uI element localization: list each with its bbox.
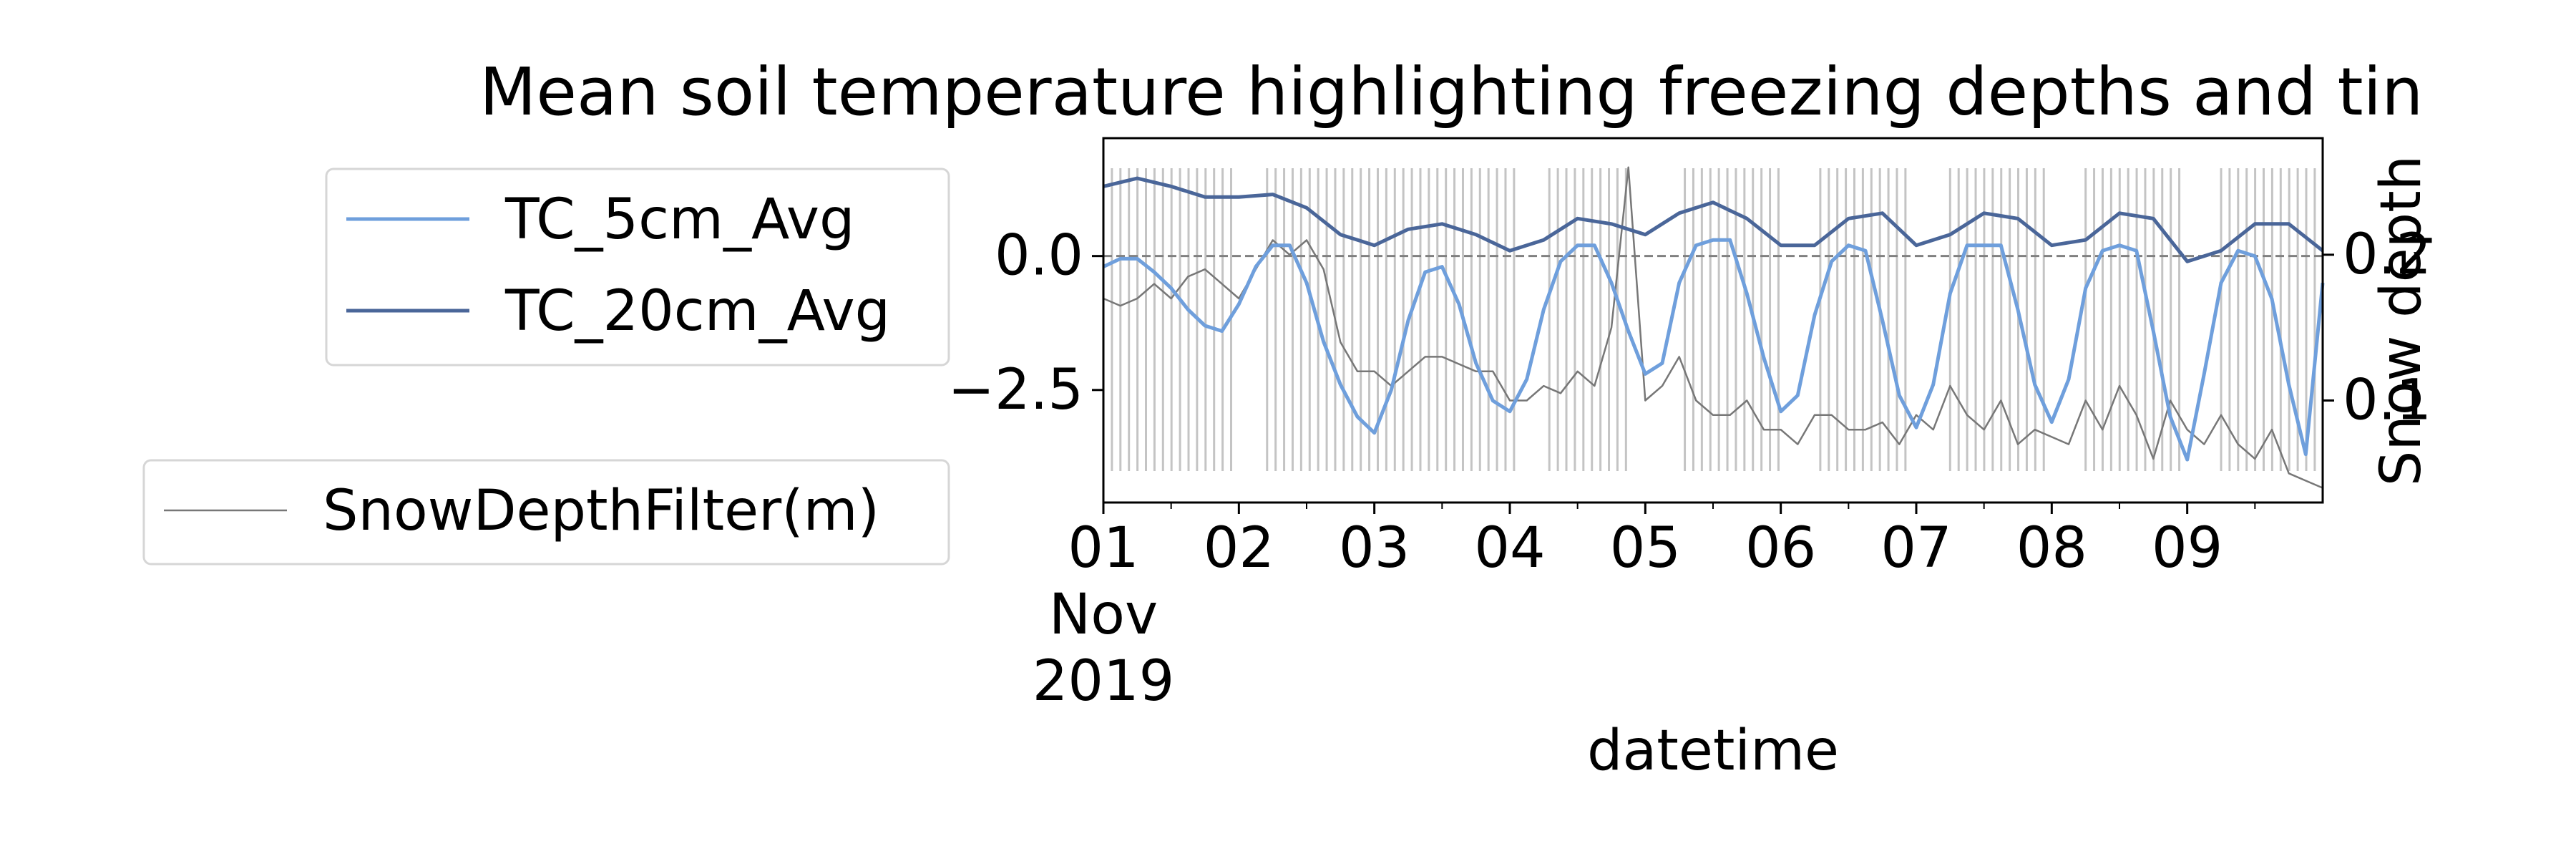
freezing-period — [1684, 168, 1780, 471]
legend: TC_5cm_Avg TC_20cm_Avg SnowDepthFilter(m) — [142, 168, 950, 566]
y-right-tick-label: 0.2 — [2343, 223, 2431, 287]
x-tick-label: 08 — [2016, 516, 2087, 581]
y-right-tick-label: 0.1 — [2343, 368, 2431, 432]
legend-box — [325, 168, 950, 367]
x-axis-label: datetime — [1587, 719, 1839, 783]
y-right-axis-label: Snow depth — [2369, 155, 2434, 486]
freezing-period — [1819, 168, 1907, 471]
legend-box — [142, 459, 950, 566]
x-tick-label: 07 — [1880, 516, 1951, 581]
legend-soil-temperature: TC_5cm_Avg TC_20cm_Avg — [325, 168, 950, 367]
x-tick-year: 2019 — [1033, 649, 1175, 714]
x-tick-label: 05 — [1610, 516, 1681, 581]
freezing-period — [2220, 168, 2316, 471]
x-tick-label: 03 — [1339, 516, 1410, 581]
x-tick-label: 02 — [1204, 516, 1274, 581]
x-tick-label: 06 — [1745, 516, 1816, 581]
legend-snow-depth: SnowDepthFilter(m) — [142, 459, 950, 566]
x-tick-label: 04 — [1474, 516, 1545, 581]
series-line-tc-5cm-avg — [1102, 238, 2325, 462]
freezing-period-spans — [1102, 168, 2316, 471]
x-tick-month: Nov — [1049, 583, 1158, 647]
x-tick-label: 01 — [1068, 516, 1138, 581]
x-tick-label: 09 — [2152, 516, 2223, 581]
y-left-tick-label: 0.0 — [995, 224, 1083, 288]
legend-label: TC_5cm_Avg — [504, 188, 855, 252]
freezing-period — [1266, 168, 1516, 471]
series-line-tc-20cm-avg — [1103, 176, 2324, 263]
series-lines — [1102, 166, 2325, 489]
plot-frame — [1102, 137, 2324, 504]
freezing-period — [1948, 168, 2045, 471]
legend-label: TC_20cm_Avg — [504, 279, 890, 344]
freezing-period — [1102, 168, 1232, 471]
series-line-snowdepthfilter-m — [1103, 166, 2323, 489]
y-left-tick-label: −2.5 — [948, 358, 1083, 422]
chart-title: Mean soil temperature highlighting freez… — [479, 54, 2423, 130]
legend-label: SnowDepthFilter(m) — [323, 479, 879, 543]
freezing-period — [1548, 168, 1627, 471]
